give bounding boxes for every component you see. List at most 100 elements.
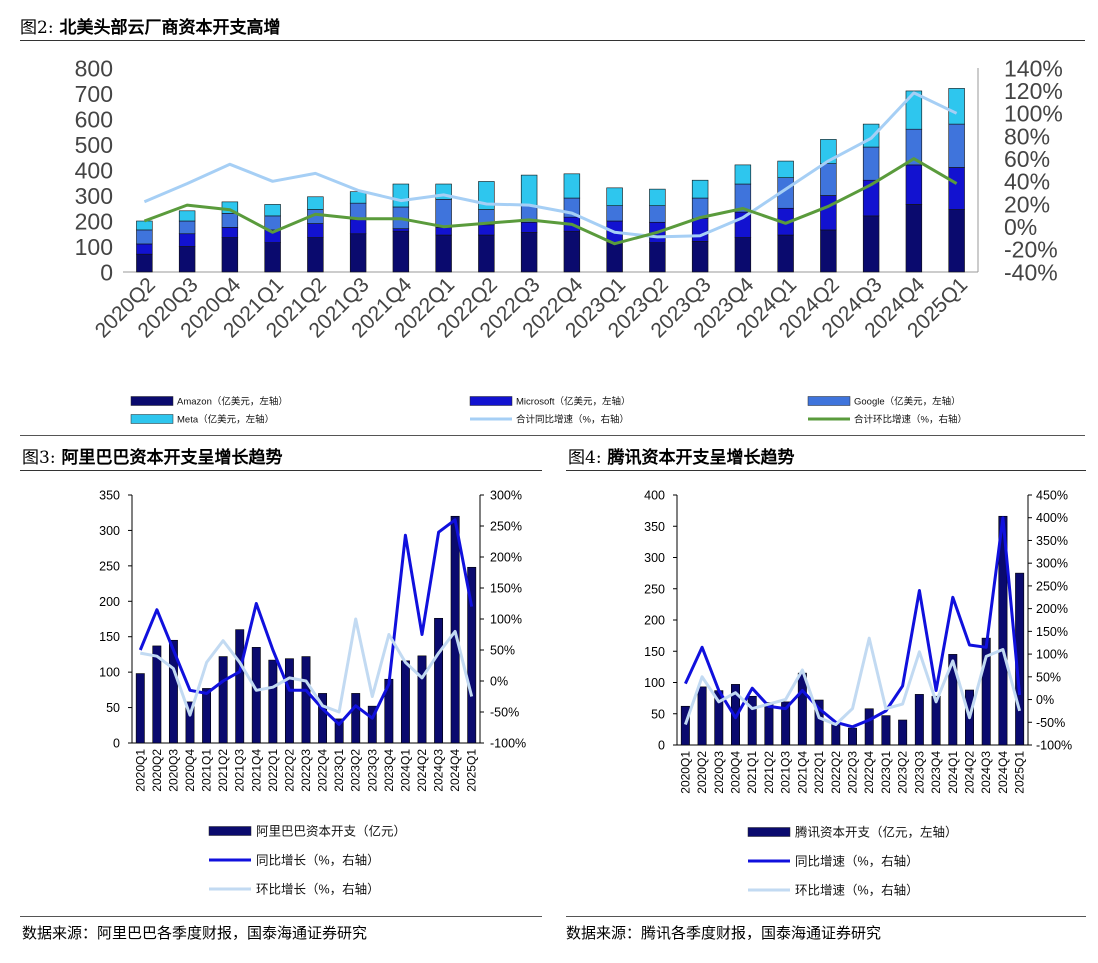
fig3-right-tick-label: 0% [490,675,508,689]
fig4-category-label: 2021Q4 [795,751,809,794]
fig3-category-label: 2024Q3 [432,749,446,792]
fig4-right-tick-label: 350% [1036,534,1068,548]
fig3-category-label: 2023Q1 [332,749,346,792]
fig2-right-tick-label: 20% [1004,191,1050,217]
fig3-right-tick-label: 300% [490,489,522,503]
fig4-legend-label: 同比增速（%，右轴） [795,854,919,869]
figure-4-bottom-rule [566,916,1086,917]
fig4-left-tick-label: 100 [644,676,665,690]
fig2-legend-swatch [807,396,851,406]
figure-4-number: 图4: [568,448,602,468]
fig2-left-tick-label: 0 [100,259,113,285]
fig3-category-label: 2020Q1 [133,749,147,792]
fig3-bar-1 [301,656,311,744]
fig3-bar-1 [251,647,261,744]
fig4-legend-swatch [747,827,791,837]
fig4-line-2 [683,636,1022,726]
fig2-left-tick-label: 200 [75,208,113,234]
fig3-right-tick-label: -50% [490,706,519,720]
fig4-category-label: 2021Q1 [745,751,759,794]
fig4-right-tick-label: 150% [1036,625,1068,639]
fig3-bar-1 [218,656,228,744]
fig4-legend-label: 环比增速（%，右轴） [795,883,919,898]
fig2-legend-label: Google（亿美元，左轴） [854,395,961,407]
fig3-category-label: 2021Q3 [233,749,247,792]
fig4-right-tick-label: 300% [1036,557,1068,571]
fig2-right-tick-label: 100% [1004,101,1063,127]
fig2-bar-4 [307,196,324,210]
fig3-category-label: 2022Q4 [316,749,330,792]
fig3-bar-1 [268,659,278,744]
fig4-bar-1 [781,701,791,746]
fig2-right-tick-label: -40% [1004,259,1058,285]
fig4-bar-1 [881,715,891,746]
fig4-bar-1 [814,699,824,746]
fig4-bar-1 [931,695,941,746]
fig3-bar-1 [434,617,444,744]
fig3-left-tick-label: 300 [99,524,120,538]
figure-2-number: 图2: [20,18,54,38]
figure-2-title: 图2: 北美头部云厂商资本开支高增 [20,13,280,38]
fig2-right-tick-label: -20% [1004,237,1058,263]
fig3-category-label: 2020Q4 [183,749,197,792]
fig3-right-tick-label: 200% [490,551,522,565]
fig4-left-tick-label: 250 [644,582,665,596]
fig3-bar-1 [235,629,245,744]
fig4-right-tick-label: 50% [1036,670,1061,684]
fig3-legend-label: 环比增长（%，右轴） [256,882,380,897]
fig3-right-tick-label: -100% [490,737,526,751]
fig3-left-tick-label: 350 [99,489,120,503]
fig2-bar-4 [563,173,581,199]
fig4-right-tick-label: 400% [1036,511,1068,525]
fig4-bar-1 [764,702,774,746]
fig4-left-tick-label: 150 [644,645,665,659]
fig3-category-label: 2023Q4 [382,749,396,792]
fig2-line-2 [143,157,958,246]
fig4-bar-1 [848,727,857,746]
fig4-category-label: 2020Q2 [695,751,709,794]
figure-3-top-rule [20,470,542,471]
fig4-bar-1 [797,672,807,746]
fig3-category-label: 2025Q1 [465,749,479,792]
fig2-bar-4 [777,160,794,178]
fig4-legend-label: 腾讯资本开支（亿元，左轴） [795,825,958,840]
fig3-legend-label: 同比增长（%，右轴） [256,853,380,868]
fig4-category-label: 2021Q2 [762,751,776,794]
fig4-category-label: 2023Q1 [879,751,893,794]
fig3-category-label: 2022Q3 [299,749,313,792]
figure-2-top-rule [20,40,1085,41]
fig4-left-tick-label: 0 [658,739,665,753]
fig3-bar-1 [152,645,162,744]
fig4-right-tick-label: -100% [1036,739,1072,753]
fig4-category-label: 2020Q4 [729,751,743,794]
fig2-bar-4 [606,187,623,207]
fig3-category-label: 2023Q3 [365,749,379,792]
fig3-left-tick-label: 250 [99,559,120,573]
fig3-category-label: 2024Q2 [415,749,429,792]
fig2-bar-4 [905,90,923,130]
fig3-category-label: 2021Q4 [249,749,263,792]
fig4-left-tick-label: 400 [644,489,665,503]
fig3-left-tick-label: 200 [99,595,120,609]
fig4-left-tick-label: 200 [644,614,665,628]
figure-4-heading: 腾讯资本开支呈增长趋势 [607,448,795,468]
fig3-bar-1 [467,566,477,744]
fig4-right-tick-label: 250% [1036,579,1068,593]
fig2-bar-4 [948,88,965,125]
fig4-bar-1 [747,695,757,746]
fig3-right-tick-label: 100% [490,613,522,627]
fig4-category-label: 2022Q3 [846,751,860,794]
fig3-category-label: 2024Q4 [448,749,462,792]
fig4-right-tick-label: 0% [1036,693,1054,707]
fig2-left-tick-label: 700 [75,81,113,107]
fig2-left-tick-label: 800 [75,55,113,81]
fig2-legend-label: Meta（亿美元，左轴） [177,413,274,425]
fig4-category-label: 2025Q1 [1013,751,1027,794]
fig2-left-tick-label: 600 [75,106,113,132]
fig4-category-label: 2022Q4 [862,751,876,794]
fig2-legend-label: 合计同比增速（%，右轴） [516,413,629,425]
fig4-right-tick-label: -50% [1036,716,1065,730]
fig2-bar-4 [136,220,153,231]
fig2-bar-4 [649,188,666,207]
fig2-legend-label: Microsoft（亿美元，左轴） [516,395,631,407]
